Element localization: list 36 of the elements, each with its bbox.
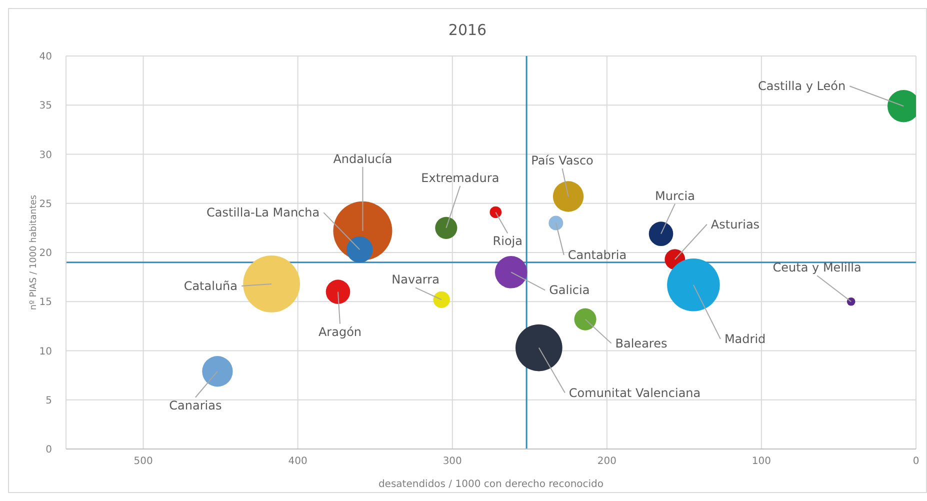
- series-label: Rioja: [492, 234, 522, 248]
- text: Extremadura: [421, 170, 500, 185]
- series-label: Cataluña: [184, 278, 238, 293]
- y-tick-label: 40: [39, 52, 52, 63]
- text: Asturias: [710, 217, 760, 232]
- text: Castilla y León: [758, 79, 846, 94]
- series-label: Canarias: [169, 398, 222, 412]
- series-label: Navarra: [392, 272, 440, 287]
- y-tick-label: 5: [46, 395, 52, 406]
- text: Ceuta y Melilla: [772, 260, 862, 275]
- x-tick-label: 500: [134, 456, 153, 468]
- text: Madrid: [724, 332, 766, 346]
- y-axis-title: nº PIAS / 1000 habitantes: [29, 194, 39, 310]
- series-label: País Vasco: [531, 153, 594, 168]
- series-label: Murcia: [655, 188, 695, 203]
- y-tick-label: 25: [39, 198, 52, 210]
- y-tick-label: 20: [39, 248, 52, 260]
- x-tick-label: 100: [752, 456, 771, 468]
- series-label: Cantabria: [568, 248, 627, 262]
- x-tick-label: 300: [442, 456, 462, 468]
- text: Andalucía: [333, 152, 392, 166]
- x-tick-label: 200: [597, 456, 616, 468]
- y-tick-label: 35: [39, 100, 52, 112]
- x-axis-title: desatendidos / 1000 con derecho reconocido: [378, 479, 604, 490]
- chart-title: 2016: [447, 21, 488, 39]
- x-tick-label: 0: [912, 456, 920, 468]
- y-tick-label: 15: [39, 297, 52, 308]
- y-tick-label: 30: [39, 150, 52, 161]
- x-tick-label: 400: [288, 456, 308, 468]
- text: Comunitat Valenciana: [568, 386, 701, 400]
- y-tick-label: 10: [39, 346, 52, 358]
- series-label: Galicia: [549, 283, 590, 298]
- text: Aragón: [318, 324, 362, 339]
- text: Castilla-La Mancha: [206, 206, 320, 220]
- series-label: Baleares: [615, 336, 668, 350]
- y-tick-label: 0: [46, 444, 52, 456]
